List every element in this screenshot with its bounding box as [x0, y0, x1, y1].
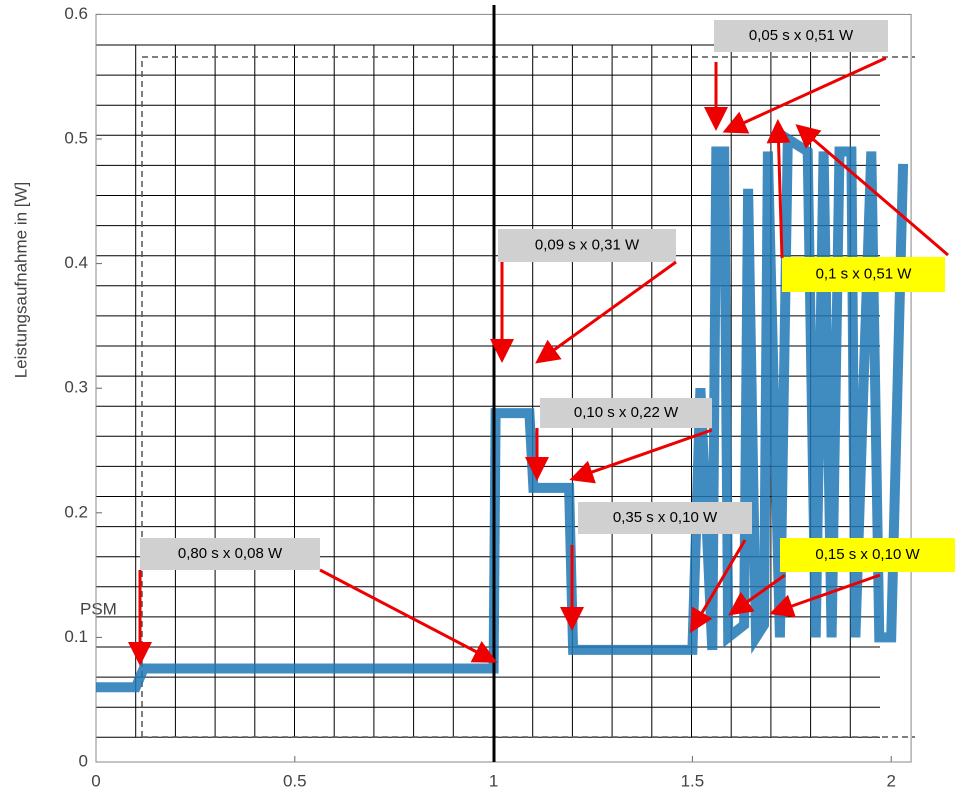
x-tick-label: 0 — [91, 771, 100, 790]
annotation-text: 0,10 s x 0,22 W — [574, 404, 679, 421]
annotation-arrow — [728, 573, 786, 616]
y-tick-label: 0 — [79, 751, 88, 770]
annotation-arrow — [535, 260, 677, 364]
y-tick-label: 0.1 — [64, 627, 88, 646]
annotation-box — [714, 20, 888, 52]
x-tick-label: 2 — [886, 771, 895, 790]
y-tick-label: 0.4 — [64, 253, 88, 272]
annotation-text: 0,15 s x 0,10 W — [815, 546, 920, 563]
y-tick-label: 0.6 — [64, 4, 88, 23]
annotation-text: 0,35 s x 0,10 W — [613, 509, 718, 526]
annotation-text: 0,05 s x 0,51 W — [749, 27, 854, 44]
annotation-text: 0,80 s x 0,08 W — [178, 545, 283, 562]
annotation-arrow — [689, 539, 747, 634]
region-label: PSM — [80, 599, 117, 618]
annotation-box — [540, 398, 712, 428]
annotation-box — [780, 538, 955, 572]
annotation-text: 0,1 s x 0,51 W — [816, 265, 913, 282]
annotation-arrow — [319, 568, 498, 663]
y-tick-label: 0.2 — [64, 502, 88, 521]
annotation-arrow — [569, 428, 713, 484]
annotation-text: 0,09 s x 0,31 W — [535, 236, 640, 253]
y-axis-label: Leistungsaufnahme in [W] — [11, 182, 30, 379]
annotation-arrow — [795, 124, 949, 257]
annotation-box — [578, 502, 752, 534]
annotation-box — [782, 257, 945, 292]
signal-line — [96, 130, 909, 693]
annotation-arrow — [769, 573, 881, 618]
region-frame — [141, 56, 915, 738]
y-tick-label: 0.5 — [64, 128, 88, 147]
y-tick-label: 0.3 — [64, 378, 88, 397]
x-tick-label: 1 — [489, 771, 498, 790]
x-tick-label: 1.5 — [681, 771, 705, 790]
annotation-arrow — [722, 56, 887, 134]
x-tick-label: 0.5 — [283, 771, 307, 790]
plot-frame — [95, 13, 912, 763]
annotation-box — [140, 538, 320, 570]
annotation-arrow — [766, 119, 791, 259]
annotation-box — [498, 229, 676, 262]
